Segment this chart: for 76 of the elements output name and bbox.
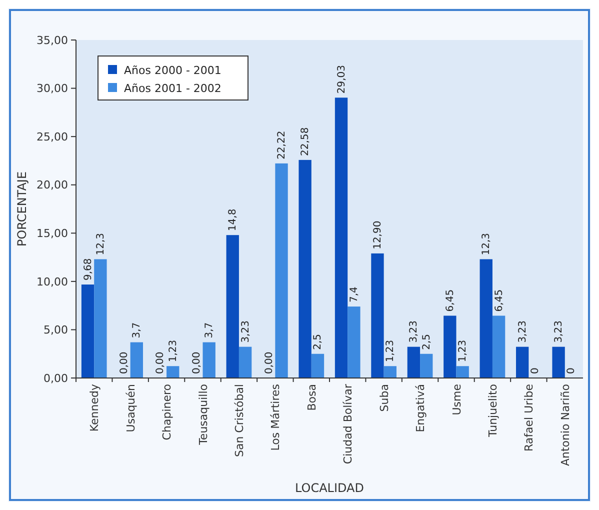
data-label: 14,8: [228, 208, 239, 232]
bar: [238, 346, 252, 378]
data-label: 29,03: [336, 65, 348, 94]
bar: [81, 284, 94, 378]
y-tick-label: 10,00: [36, 275, 68, 288]
data-label: 0,00: [118, 352, 130, 374]
x-tick-label: Tunjuelito: [486, 384, 500, 438]
bar: [311, 354, 324, 378]
bar: [166, 366, 180, 378]
data-label: 3,7: [132, 322, 143, 338]
data-label: 9,68: [82, 258, 94, 281]
data-label: 3,23: [408, 320, 420, 343]
x-tick-label: Usme: [450, 384, 464, 416]
y-tick-label: 30,00: [36, 82, 68, 96]
bar: [371, 253, 384, 378]
bar: [275, 163, 288, 378]
data-label: 0: [530, 368, 542, 374]
data-label: 1,23: [168, 340, 179, 362]
data-label: 0: [566, 368, 578, 374]
y-tick-label: 0,00: [44, 372, 68, 385]
y-tick-label: 15,00: [36, 226, 68, 240]
x-tick-label: Teusaquillo: [196, 384, 210, 446]
x-tick-label: Kennedy: [88, 384, 102, 432]
bar: [94, 259, 107, 378]
bar: [384, 366, 396, 378]
y-tick-label: 35,00: [36, 34, 68, 47]
x-tick-label: San Cristóbal: [232, 384, 246, 458]
data-label: 0,00: [155, 352, 166, 374]
data-label: 1,23: [385, 340, 396, 362]
x-tick-label: Suba: [378, 384, 391, 412]
x-axis-title: LOCALIDAD: [295, 481, 364, 495]
data-label: 22,58: [300, 127, 312, 156]
x-tick-label: Los Mártires: [269, 384, 282, 451]
bar: [420, 354, 433, 378]
data-label: 0,00: [264, 352, 275, 374]
data-label: 12,3: [481, 232, 492, 256]
data-label: 12,3: [95, 232, 106, 256]
bar: [334, 98, 348, 378]
y-axis-title: PORCENTAJE: [15, 171, 29, 247]
data-label: 3,23: [240, 320, 252, 343]
bar: [407, 346, 420, 378]
bar: [552, 346, 565, 378]
y-tick-label: 25,00: [36, 130, 68, 144]
bar: [456, 366, 469, 378]
y-tick-label: 20,00: [36, 178, 68, 192]
x-tick-label: Ciudad Bolívar: [342, 384, 355, 464]
data-label: 2,5: [421, 334, 432, 350]
data-label: 22,22: [276, 130, 288, 160]
data-label: 3,23: [554, 320, 565, 343]
data-label: 0,00: [191, 352, 202, 374]
x-tick-label: Engativá: [414, 384, 428, 432]
x-tick-label: Antonio Nariño: [558, 384, 572, 466]
data-label: 6,45: [494, 289, 505, 312]
bar: [226, 235, 239, 378]
x-tick-label: Usaquén: [124, 384, 138, 432]
data-label: 3,23: [517, 320, 528, 343]
x-tick-label: Bosa: [305, 384, 318, 411]
data-label: 7,4: [348, 286, 360, 303]
data-label: 3,7: [204, 322, 216, 338]
bar: [202, 342, 216, 378]
data-label: 1,23: [458, 340, 469, 362]
y-tick-label: 5,00: [44, 324, 68, 337]
x-tick-label: Rafael Uribe: [522, 384, 536, 452]
bar: [298, 160, 312, 378]
bar: [480, 259, 492, 378]
x-tick-label: Chapinero: [160, 384, 174, 440]
bar: [348, 306, 360, 378]
bar: [444, 316, 456, 378]
legend-label: Años 2001 - 2002: [124, 82, 222, 95]
bar: [492, 316, 506, 378]
legend-label: Años 2000 - 2001: [124, 64, 222, 77]
data-label: 2,5: [312, 334, 324, 350]
data-label: 12,90: [372, 220, 384, 250]
bar: [516, 346, 529, 378]
data-label: 6,45: [444, 289, 456, 312]
bar: [130, 342, 143, 378]
